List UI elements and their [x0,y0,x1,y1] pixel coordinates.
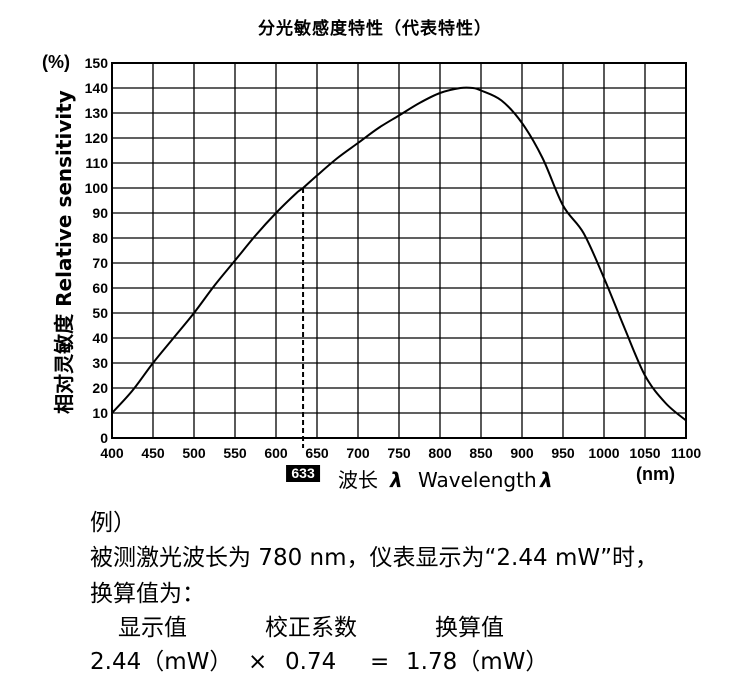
x-tick-label: 800 [428,445,452,461]
y-tick-label: 60 [92,280,108,296]
x-tick-label: 550 [223,445,247,461]
correction-factor-header: 校正系数 [265,615,357,641]
x-tick-label: 450 [141,445,165,461]
y-axis-label: 相对灵敏度 Relative sensitivity [52,90,76,414]
x-tick-label: 500 [182,445,206,461]
y-tick-label: 0 [100,430,108,446]
example-conversion-intro: 换算值为： [90,581,205,607]
correction-factor-value: 0.74 [285,649,337,675]
equals-sign: = [370,649,390,675]
x-tick-label: 650 [305,445,329,461]
annotation-label: 633 [291,465,315,481]
y-tick-label: 70 [92,255,108,271]
x-tick-label: 700 [346,445,370,461]
y-tick-label: 150 [85,55,109,71]
y-tick-label: 40 [92,330,108,346]
y-tick-label: 140 [85,80,109,96]
x-tick-label: 1100 [671,445,702,461]
y-tick-label: 20 [92,380,108,396]
x-tick-label: 900 [510,445,534,461]
sensitivity-curve [111,86,687,422]
x-axis-label: 波长 λ Wavelength λ [338,468,553,492]
tick-labels: 0 10 20 30 40 50 60 70 80 90 100 110 120 130 140 150 400… [85,55,702,461]
y-axis-unit: (%) [42,52,70,72]
x-axis-label-cn: 波长 [338,468,378,492]
spectral-sensitivity-chart: 633 0 10 20 30 40 50 60 70 80 90 100 110 120 130 140 15… [42,52,702,492]
chart-title: 分光敏感度特性（代表特性） [258,19,492,39]
y-tick-label: 30 [92,355,108,371]
y-tick-label: 50 [92,305,108,321]
sensitivity-curve-layer [111,86,687,422]
display-value-header: 显示值 [118,615,187,641]
converted-value-header: 换算值 [435,615,504,641]
example-column-headers: 显示值 校正系数 换算值 [90,612,690,645]
x-tick-label: 950 [551,445,575,461]
x-axis-unit: (nm) [636,464,675,484]
annotation-633nm: 633 [286,188,321,482]
example-title: 例） [90,510,136,536]
annotation-label-box [286,465,321,482]
y-tick-label: 90 [92,205,108,221]
display-value: 2.44（mW） [90,649,233,675]
x-tick-label: 400 [100,445,124,461]
y-tick-label: 130 [85,105,109,121]
x-tick-label: 600 [264,445,288,461]
x-tick-label: 1000 [588,445,619,461]
y-tick-label: 100 [85,180,109,196]
example-description: 被测激光波长为 780 nm，仪表显示为“2.44 mW”时， [90,545,659,571]
x-axis-label-symbol-en: λ [539,468,553,492]
y-tick-label: 80 [92,230,108,246]
x-tick-label: 1050 [629,445,660,461]
x-axis-label-en: Wavelength [418,468,537,492]
grid [111,62,687,439]
y-tick-label: 10 [92,405,108,421]
x-tick-label: 850 [469,445,493,461]
plot-frame [111,62,687,439]
converted-value: 1.78（mW） [406,649,549,675]
x-tick-label: 750 [387,445,411,461]
x-axis-label-symbol-cn: λ [389,468,403,492]
y-tick-label: 110 [85,155,108,171]
times-sign: × [248,649,268,675]
y-tick-label: 120 [85,130,109,146]
example-calculation: 2.44（mW） × 0.74 = 1.78（mW） [90,646,730,679]
